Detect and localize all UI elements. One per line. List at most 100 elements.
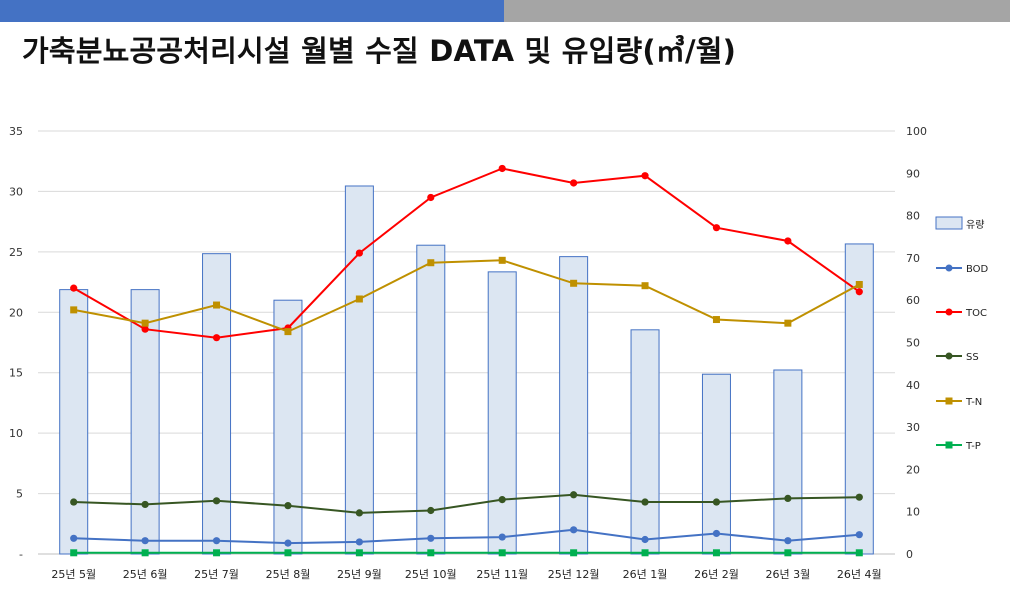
legend-marker-T-N bbox=[945, 397, 953, 405]
bar-유량 bbox=[773, 369, 803, 555]
point-TOC bbox=[498, 164, 506, 173]
point-BOD bbox=[427, 534, 435, 542]
y-left-tick-label: 20 bbox=[9, 306, 23, 319]
header-accent-bar-gray bbox=[504, 0, 1010, 22]
point-TOC bbox=[855, 288, 863, 296]
point-SS bbox=[212, 497, 221, 505]
point-T-P bbox=[141, 549, 149, 557]
x-tick-label: 26년 3월 bbox=[766, 568, 811, 581]
y-right-tick-label: 0 bbox=[906, 548, 913, 561]
x-tick-label: 26년 4월 bbox=[837, 568, 882, 581]
point-SS bbox=[498, 496, 506, 504]
x-tick-label: 25년 12월 bbox=[548, 568, 600, 581]
y-right-tick-label: 30 bbox=[906, 421, 920, 434]
point-T-N bbox=[641, 282, 649, 290]
x-tick-label: 26년 2월 bbox=[694, 568, 739, 581]
y-left-tick-label: 10 bbox=[9, 427, 23, 440]
legend-marker-BOD bbox=[945, 264, 953, 272]
bar-유량 bbox=[130, 289, 160, 555]
point-T-P bbox=[641, 549, 649, 557]
point-TOC bbox=[141, 325, 149, 333]
point-TOC bbox=[212, 334, 221, 342]
point-TOC bbox=[570, 179, 578, 187]
point-BOD bbox=[70, 534, 78, 542]
point-T-N bbox=[355, 295, 363, 303]
point-SS bbox=[141, 500, 149, 509]
point-BOD bbox=[498, 533, 506, 541]
x-tick-label: 25년 11월 bbox=[476, 568, 528, 581]
point-SS bbox=[427, 506, 435, 515]
point-BOD bbox=[855, 531, 863, 539]
bar-유량 bbox=[630, 329, 660, 555]
line-T-N bbox=[73, 259, 860, 333]
line-SS bbox=[73, 493, 860, 514]
point-T-P bbox=[284, 549, 292, 557]
x-tick-label: 25년 8월 bbox=[266, 568, 311, 581]
bar-유량 bbox=[273, 299, 303, 555]
point-SS bbox=[570, 491, 578, 499]
y-right-tick-label: 60 bbox=[906, 294, 920, 307]
point-BOD bbox=[212, 537, 221, 545]
x-tick-label: 25년 9월 bbox=[337, 568, 382, 581]
x-tick-label: 25년 10월 bbox=[405, 568, 457, 581]
point-SS bbox=[712, 498, 721, 506]
point-TOC bbox=[70, 284, 78, 292]
point-BOD bbox=[784, 537, 792, 545]
point-TOC bbox=[355, 249, 363, 257]
y-right-tick-label: 100 bbox=[906, 125, 927, 138]
point-T-N bbox=[784, 319, 792, 327]
point-TOC bbox=[427, 193, 435, 202]
x-tick-label: 25년 5월 bbox=[51, 568, 96, 581]
point-BOD bbox=[284, 539, 292, 547]
legend-label-T-P: T-P bbox=[965, 441, 981, 452]
legend-marker-T-P bbox=[945, 441, 953, 449]
y-right-tick-label: 10 bbox=[906, 506, 920, 519]
y-left-tick-label: 15 bbox=[9, 367, 23, 380]
bar-유량 bbox=[487, 271, 517, 555]
point-T-P bbox=[427, 549, 435, 557]
header-accent-bar-blue bbox=[0, 0, 504, 22]
x-tick-label: 25년 7월 bbox=[194, 568, 239, 581]
point-BOD bbox=[570, 526, 578, 534]
bar-유량 bbox=[202, 253, 232, 555]
legend-label-BOD: BOD bbox=[966, 264, 989, 275]
legend-label-SS: SS bbox=[966, 352, 979, 363]
point-T-P bbox=[213, 549, 221, 557]
bar-유량 bbox=[344, 185, 374, 555]
point-BOD bbox=[712, 529, 721, 538]
point-T-P bbox=[570, 549, 578, 557]
point-T-N bbox=[712, 316, 720, 324]
point-T-N bbox=[570, 279, 578, 287]
point-TOC bbox=[641, 172, 649, 180]
y-right-tick-label: 50 bbox=[906, 337, 920, 350]
point-T-P bbox=[784, 549, 792, 557]
y-left-tick-label: 5 bbox=[16, 488, 23, 501]
point-T-P bbox=[855, 549, 863, 557]
point-SS bbox=[855, 493, 863, 501]
x-tick-label: 25년 6월 bbox=[123, 568, 168, 581]
y-left-tick-label: 30 bbox=[9, 185, 23, 198]
point-T-N bbox=[284, 328, 292, 336]
point-TOC bbox=[712, 224, 721, 232]
point-SS bbox=[355, 509, 363, 517]
y-left-tick-label: 25 bbox=[9, 246, 23, 259]
legend-label-유량: 유량 bbox=[966, 219, 984, 231]
point-T-N bbox=[427, 259, 435, 267]
y-left-tick-label: 35 bbox=[9, 125, 23, 138]
y-right-tick-label: 70 bbox=[906, 252, 920, 265]
point-BOD bbox=[641, 535, 649, 544]
point-T-P bbox=[355, 549, 363, 557]
point-SS bbox=[784, 494, 792, 503]
point-BOD bbox=[355, 538, 363, 546]
legend-marker-TOC bbox=[945, 308, 953, 316]
point-SS bbox=[284, 502, 292, 510]
line-BOD bbox=[73, 528, 860, 545]
point-T-N bbox=[141, 319, 149, 327]
legend-marker-SS bbox=[945, 352, 953, 360]
point-T-P bbox=[712, 549, 720, 557]
point-TOC bbox=[784, 237, 792, 245]
point-SS bbox=[641, 498, 649, 506]
point-SS bbox=[70, 498, 78, 506]
line-TOC bbox=[73, 167, 860, 339]
bar-유량 bbox=[59, 289, 89, 555]
